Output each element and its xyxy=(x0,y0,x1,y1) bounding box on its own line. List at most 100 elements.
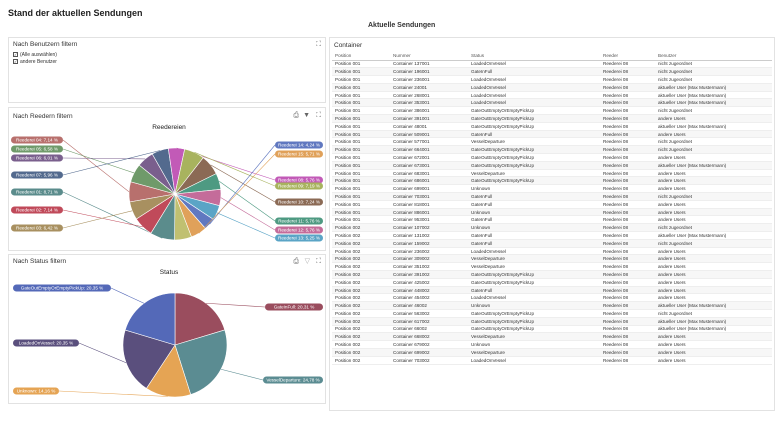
data-label: Reederei 10: 7,24 % xyxy=(278,200,320,205)
table-row[interactable]: Position 002 Container 454002 LoadedOnVess… xyxy=(332,293,772,303)
pie-slice-reederei-03[interactable] xyxy=(129,193,176,220)
column-header[interactable]: Nummer xyxy=(390,52,468,61)
table-row[interactable]: Position 001 Container 673001 GateOutEmpty… xyxy=(332,161,772,170)
table-row[interactable]: Position 001 Container 386001 GateOutEmpty… xyxy=(332,106,772,116)
table-row[interactable]: Position 002 Container 46002 Unknown Reeder… xyxy=(332,301,772,310)
column-header[interactable]: Benutzer xyxy=(655,52,772,61)
table-row[interactable]: Position 002 Container 448002 GateInFull Re… xyxy=(332,286,772,295)
table-row[interactable]: Position 002 Container 66002 GateOutEmptyO… xyxy=(332,325,772,334)
data-label: Reederei 03: 6,42 % xyxy=(16,226,58,231)
filter-option-label: andere Benutzer xyxy=(20,58,57,65)
label-leader-line xyxy=(194,152,276,187)
table-row[interactable]: Position 002 Container 351002 VesselDepart… xyxy=(332,262,772,272)
table-cell: nicht zugeordnet xyxy=(655,239,772,248)
table-cell: Container 391001 xyxy=(390,114,468,123)
table-row[interactable]: Position 002 Container 107002 Unknown Reede… xyxy=(332,223,772,233)
table-row[interactable]: Position 001 Container 48001 GateOutEmptyO… xyxy=(332,122,772,131)
data-label: Reederei 11: 5,76 % xyxy=(278,219,320,224)
table-row[interactable]: Position 001 Container 268001 LoadedOnVess… xyxy=(332,91,772,100)
table-cell: Reederei 08 xyxy=(600,106,655,116)
table-cell: Reederei 08 xyxy=(600,239,655,248)
table-cell: Container 509001 xyxy=(390,130,468,139)
reeder-filter-panel: Nach Reedern filtern ⎙ ▼ ⛶ Reedereien Re… xyxy=(8,107,326,251)
table-cell: Position 001 xyxy=(332,215,390,225)
filter-icon[interactable]: ▽ xyxy=(304,258,310,265)
container-panel-title: Container xyxy=(334,42,363,49)
table-cell: GateOutEmptyOrEmptyPickUp xyxy=(468,278,600,287)
expand-icon[interactable]: ⛶ xyxy=(316,258,321,265)
table-cell: Position 001 xyxy=(332,200,390,209)
table-row[interactable]: Position 001 Container 353001 LoadedOnVess… xyxy=(332,98,772,108)
table-row[interactable]: Position 002 Container 699002 VesselDepart… xyxy=(332,348,772,357)
table-row[interactable]: Position 001 Container 953001 GateInFull Re… xyxy=(332,215,772,225)
table-row[interactable]: Position 001 Container 683001 VesselDepart… xyxy=(332,169,772,178)
table-cell: GateOutEmptyOrEmptyPickUp xyxy=(468,145,600,155)
table-row[interactable]: Position 001 Container 509001 GateInFull Re… xyxy=(332,130,772,139)
table-cell: Position 001 xyxy=(332,75,390,84)
expand-icon[interactable]: ⛶ xyxy=(316,112,321,119)
data-label-pill xyxy=(11,206,63,214)
table-row[interactable]: Position 002 Container 617002 GateOutEmpty… xyxy=(332,317,772,326)
table-row[interactable]: Position 002 Container 131002 GateInFull Re… xyxy=(332,231,772,240)
table-row[interactable]: Position 001 Container 886001 Unknown Reede… xyxy=(332,208,772,217)
table-row[interactable]: Position 002 Container 679002 Unknown Reede… xyxy=(332,340,772,349)
label-leader-line xyxy=(62,150,161,176)
table-cell: Container 24001 xyxy=(390,83,468,92)
table-row[interactable]: Position 001 Container 236001 LoadedOnVess… xyxy=(332,75,772,84)
table-cell: andere Users xyxy=(655,153,772,162)
export-icon[interactable]: ⎙ xyxy=(293,112,299,119)
table-cell: LoadedOnVessel xyxy=(468,83,600,92)
column-header[interactable]: Reeder xyxy=(600,52,655,61)
container-table: Position Nummer Status Reeder Benutzer Posit… xyxy=(332,52,772,365)
table-row[interactable]: Position 001 Container 391001 GateOutEmpty… xyxy=(332,114,772,123)
table-row[interactable]: Position 002 Container 425002 GateOutEmpty… xyxy=(332,278,772,287)
table-row[interactable]: Position 002 Container 703002 LoadedOnVess… xyxy=(332,356,772,365)
table-cell: Reederei 08 xyxy=(600,169,655,178)
export-icon[interactable]: ⎙ xyxy=(293,258,299,265)
filter-option-select-all[interactable]: ✓ (Alle auswählen) xyxy=(13,51,57,58)
table-cell: Position 002 xyxy=(332,332,390,342)
data-label-pill xyxy=(275,198,323,206)
table-row[interactable]: Position 001 Container 137001 LoadedOnVess… xyxy=(332,60,772,69)
pie-slice-gateinfull[interactable] xyxy=(174,292,226,346)
table-cell: Position 002 xyxy=(332,262,390,272)
column-header[interactable]: Status xyxy=(468,52,600,61)
table-cell: Container 425002 xyxy=(390,278,468,287)
reeder-pie-chart[interactable]: Reederei 04: 7,14 % Reederei 05: 6,58 % Re… xyxy=(9,132,325,250)
table-cell: Reederei 08 xyxy=(600,161,655,170)
table-cell: Position 001 xyxy=(332,67,390,77)
table-cell: Reederei 08 xyxy=(600,83,655,92)
table-row[interactable]: Position 002 Container 391002 GateOutEmpty… xyxy=(332,270,772,279)
label-leader-line xyxy=(198,153,276,234)
table-cell: Container 953001 xyxy=(390,215,468,225)
table-row[interactable]: Position 001 Container 577001 VesselDepart… xyxy=(332,137,772,147)
table-cell: Unknown xyxy=(468,340,600,349)
table-row[interactable]: Position 002 Container 236002 LoadedOnVess… xyxy=(332,247,772,256)
table-row[interactable]: Position 002 Container 309002 VesselDepart… xyxy=(332,254,772,264)
table-row[interactable]: Position 001 Container 818001 GateInFull Re… xyxy=(332,200,772,209)
status-pie-chart[interactable]: GateInFull: 20,31 % VesselDeparture: 24,7… xyxy=(9,277,325,403)
checkbox-checked-icon[interactable]: ✓ xyxy=(13,59,18,64)
table-cell: andere Users xyxy=(655,169,772,178)
filter-icon[interactable]: ▼ xyxy=(303,112,310,119)
pie-slice-vesseldeparture[interactable] xyxy=(174,329,228,395)
table-row[interactable]: Position 001 Container 664001 GateOutEmpty… xyxy=(332,145,772,155)
table-cell: nicht zugeordnet xyxy=(655,106,772,116)
table-cell: GateOutEmptyOrEmptyPickUp xyxy=(468,317,600,326)
table-row[interactable]: Position 001 Container 672001 GateOutEmpty… xyxy=(332,153,772,162)
table-row[interactable]: Position 001 Container 703001 GateInFull Re… xyxy=(332,192,772,201)
table-row[interactable]: Position 001 Container 24001 LoadedOnVesse… xyxy=(332,83,772,92)
checkbox-checked-icon[interactable]: ✓ xyxy=(13,52,18,57)
table-cell: Reederei 08 xyxy=(600,215,655,225)
filter-option-other-users[interactable]: ✓ andere Benutzer xyxy=(13,58,57,65)
table-row[interactable]: Position 002 Container 159002 GateInFull Re… xyxy=(332,239,772,248)
expand-icon[interactable]: ⛶ xyxy=(316,41,321,48)
table-cell: Position 002 xyxy=(332,231,390,240)
table-row[interactable]: Position 001 Container 686001 GateOutEmpty… xyxy=(332,176,772,186)
table-row[interactable]: Position 002 Container 668002 VesselDepart… xyxy=(332,332,772,342)
data-label-pill xyxy=(275,150,323,158)
table-row[interactable]: Position 002 Container 563002 GateOutEmpty… xyxy=(332,309,772,318)
table-row[interactable]: Position 001 Container 699001 Unknown Reede… xyxy=(332,184,772,194)
column-header[interactable]: Position xyxy=(332,52,390,61)
table-row[interactable]: Position 001 Container 196001 GateInFull Re… xyxy=(332,67,772,77)
